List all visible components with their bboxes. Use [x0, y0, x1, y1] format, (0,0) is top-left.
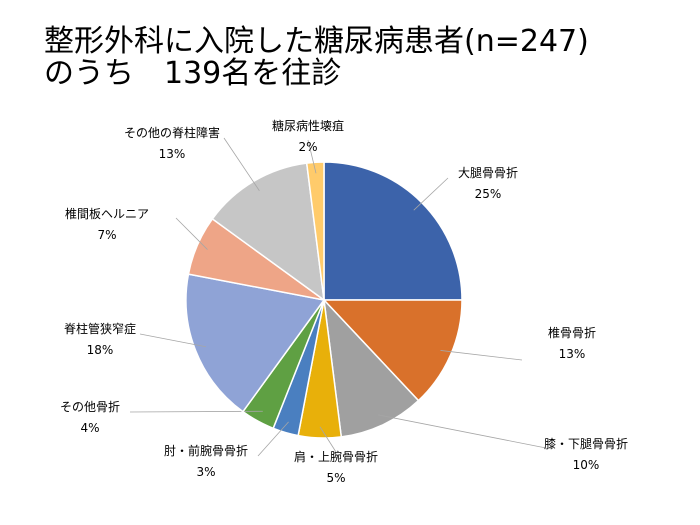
slice-percent-label: 13% — [559, 347, 586, 361]
slice-label: 糖尿病性壊疽 — [272, 118, 344, 133]
title-line-1: 整形外科に入院した糖尿病患者(n=247) — [44, 24, 589, 59]
slice-label: 肩・上腕骨骨折 — [294, 449, 378, 464]
slice-label: 膝・下腿骨骨折 — [544, 436, 628, 451]
leader-line — [377, 414, 547, 449]
chart-title: 整形外科に入院した糖尿病患者(n=247) のうち 139名を往診 — [44, 26, 589, 90]
pie-slice — [211, 162, 325, 302]
slice-label: 大腿骨骨折 — [458, 165, 518, 180]
slice-percent-label: 2% — [298, 140, 317, 154]
slice-percent-label: 7% — [97, 228, 116, 242]
slice-percent-label: 4% — [80, 421, 99, 435]
pie-slice — [322, 299, 463, 402]
slice-label: その他骨折 — [60, 399, 120, 414]
title-line-2: のうち 139名を往診 — [44, 56, 342, 91]
slice-percent-label: 3% — [196, 465, 215, 479]
leader-line — [307, 139, 317, 174]
slice-percent-label: 5% — [326, 471, 345, 485]
slice-percent-label: 25% — [475, 187, 502, 201]
slice-percent-label: 13% — [159, 147, 186, 161]
leader-line — [175, 217, 208, 250]
leader-line — [139, 333, 207, 348]
pie-slice — [185, 273, 326, 413]
slice-label: 椎骨骨折 — [548, 325, 596, 340]
slice-label: 脊柱管狭窄症 — [64, 321, 136, 336]
slice-percent-label: 10% — [573, 458, 600, 472]
pie-slice — [323, 161, 463, 301]
leader-line — [129, 410, 263, 413]
leader-line — [319, 426, 337, 453]
slice-label: 肘・前腕骨骨折 — [164, 443, 248, 458]
slice-percent-label: 18% — [87, 343, 114, 357]
leader-line — [413, 177, 449, 211]
leader-line — [257, 421, 289, 457]
pie-slice — [322, 297, 420, 438]
pie-slice — [305, 161, 325, 301]
slice-label: その他の脊柱障害 — [124, 125, 220, 140]
leader-line — [223, 137, 260, 191]
leader-line — [440, 350, 523, 361]
slice-label: 椎間板ヘルニア — [65, 206, 149, 221]
